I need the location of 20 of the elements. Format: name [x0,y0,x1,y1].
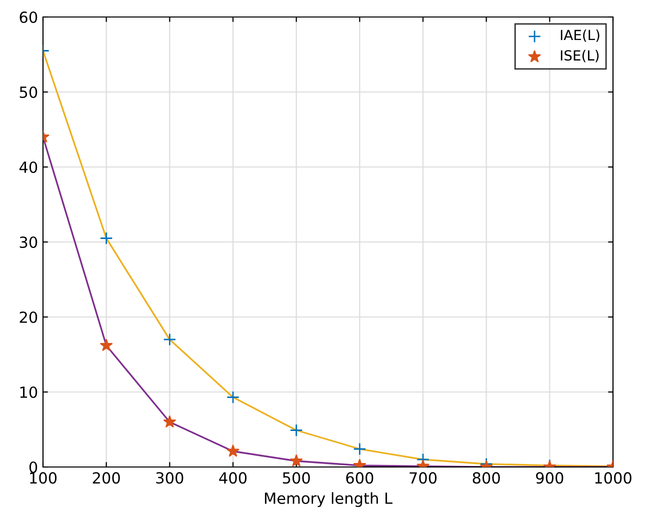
x-tick-label: 200 [92,472,120,484]
y-tick-label: 60 [20,11,38,24]
y-tick-label: 50 [20,86,38,98]
x-tick-label: 1000 [595,472,632,484]
y-tick-label: 10 [20,386,38,398]
x-tick-label: 500 [282,472,310,484]
y-tick-label: 20 [20,311,38,324]
y-tick-label: 30 [20,236,38,248]
legend-label: ISE(L) [560,50,599,62]
x-tick-label: 400 [219,472,247,484]
x-tick-label: 600 [346,472,374,484]
y-tick-label: 0 [29,461,38,474]
x-tick-label: 700 [410,472,437,484]
x-tick-label: 100 [30,472,57,484]
legend-label: IAE(L) [560,30,600,42]
x-tick-label: 300 [156,472,184,484]
x-axis-title: Memory length L [264,492,392,507]
y-tick-label: 40 [19,161,38,174]
x-tick-label: 900 [536,472,564,484]
x-tick-label: 800 [472,472,500,484]
